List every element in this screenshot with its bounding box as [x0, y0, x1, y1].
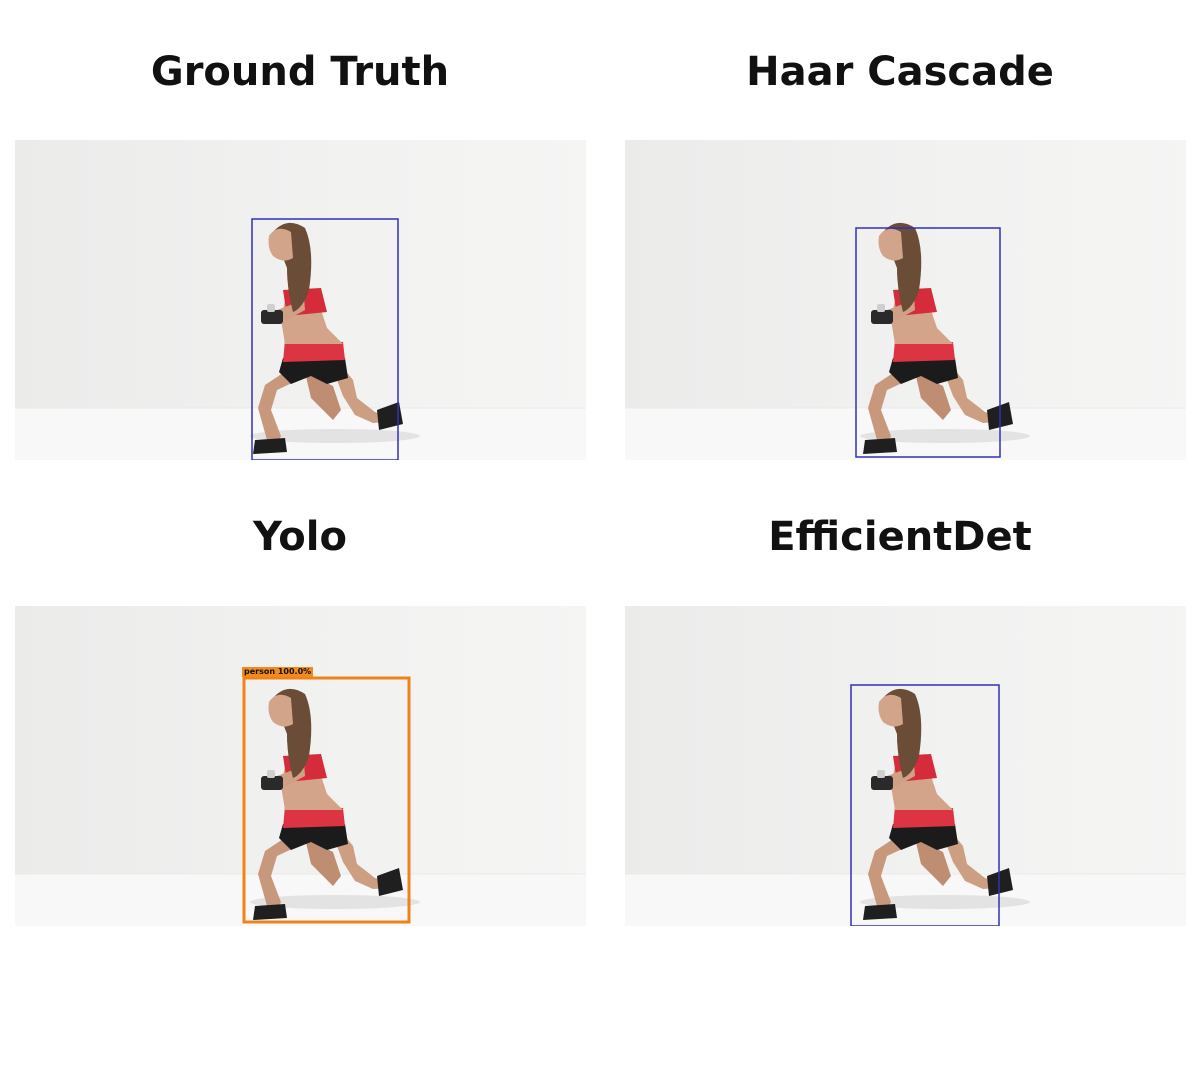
bounding-box [251, 218, 399, 460]
panel-title-efficientdet: EfficientDet [768, 514, 1032, 560]
detection-label: person 100.0% [242, 667, 314, 677]
photo-efficientdet [615, 606, 1186, 926]
bounding-box [242, 676, 411, 924]
panel-title-haar-cascade: Haar Cascade [746, 49, 1054, 95]
scene-image [15, 606, 586, 926]
photo-yolo: person 100.0% [15, 606, 586, 926]
scene-image [624, 606, 1186, 926]
scene-image [15, 140, 586, 460]
scene-image [624, 140, 1186, 460]
panel-title-yolo: Yolo [253, 514, 347, 560]
photo-haar-cascade [615, 140, 1186, 460]
bounding-box [855, 227, 1001, 458]
photo-ground-truth [15, 140, 586, 460]
bounding-box [850, 684, 1000, 926]
panel-title-ground-truth: Ground Truth [150, 49, 450, 95]
